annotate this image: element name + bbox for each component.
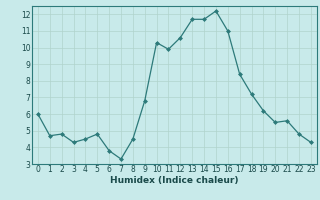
X-axis label: Humidex (Indice chaleur): Humidex (Indice chaleur) (110, 176, 239, 185)
